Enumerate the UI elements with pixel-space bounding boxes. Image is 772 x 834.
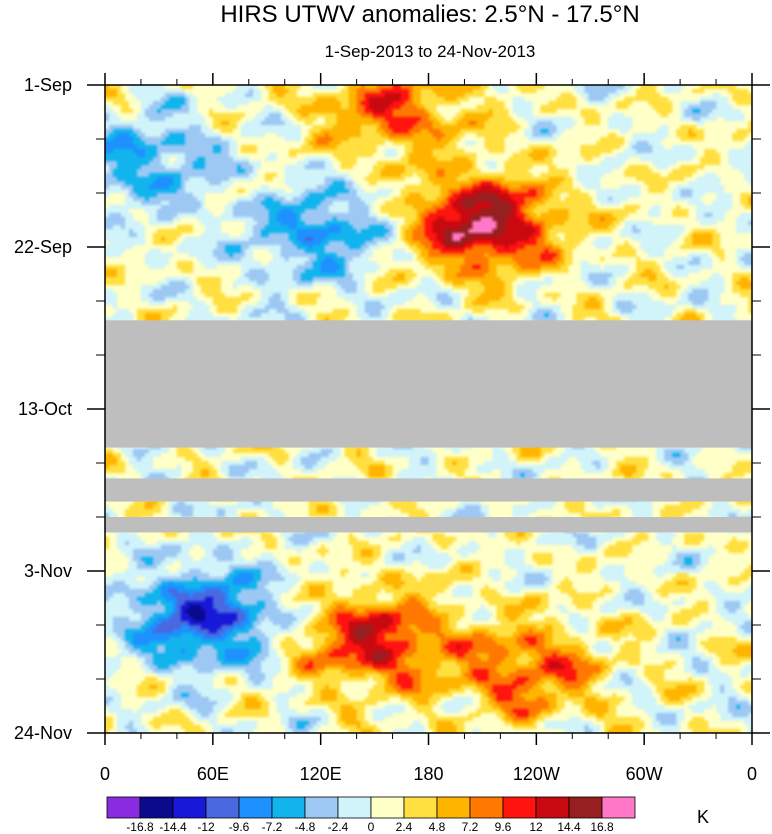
colorbar-label: -14.4 — [159, 820, 187, 834]
colorbar-label: 0 — [368, 820, 375, 834]
colorbar-label: 14.4 — [557, 820, 581, 834]
colorbar-swatch — [370, 796, 405, 819]
colorbar-label: -4.8 — [295, 820, 316, 834]
colorbar-swatch — [535, 796, 570, 819]
missing-data-band — [105, 478, 752, 502]
x-tick-label: 60E — [197, 764, 229, 784]
colorbar-swatch — [139, 796, 174, 819]
x-tick-label: 60W — [626, 764, 663, 784]
plot-area — [104, 84, 753, 734]
colorbar-label: -7.2 — [262, 820, 283, 834]
colorbar-swatch — [271, 796, 306, 819]
colorbar-swatch — [601, 796, 636, 819]
missing-data-band — [105, 320, 752, 448]
missing-data-layer — [105, 320, 752, 533]
colorbar-unit: K — [697, 807, 709, 827]
colorbar-swatch — [304, 796, 339, 819]
colorbar: -16.8 -14.4 -12 -9.6 -7.2 -4.8 -2.4 0 2.4 4.8 7.2 9… — [106, 796, 636, 834]
y-tick-label: 24-Nov — [14, 723, 72, 743]
colorbar-swatch — [106, 796, 141, 819]
y-tick-label: 3-Nov — [24, 561, 72, 581]
colorbar-swatch — [172, 796, 207, 819]
chart-title: HIRS UTWV anomalies: 2.5°N - 17.5°N — [220, 1, 639, 28]
colorbar-swatch — [502, 796, 537, 819]
colorbar-swatch — [436, 796, 471, 819]
y-axis: 1-Sep 22-Sep 13-Oct 3-Nov 24-Nov — [14, 75, 770, 743]
colorbar-label: 4.8 — [429, 820, 446, 834]
colorbar-swatch — [205, 796, 240, 819]
colorbar-swatch — [403, 796, 438, 819]
colorbar-label: 16.8 — [590, 820, 614, 834]
x-tick-label: 0 — [100, 764, 110, 784]
colorbar-swatch — [469, 796, 504, 819]
colorbar-swatch — [337, 796, 372, 819]
colorbar-label: 12 — [529, 820, 543, 834]
x-tick-label: 120E — [300, 764, 342, 784]
colorbar-label: -9.6 — [229, 820, 250, 834]
missing-data-band — [105, 517, 752, 533]
colorbar-swatch — [568, 796, 603, 819]
chart-subtitle: 1-Sep-2013 to 24-Nov-2013 — [325, 42, 536, 61]
colorbar-label: 7.2 — [462, 820, 479, 834]
colorbar-label: -2.4 — [328, 820, 349, 834]
colorbar-swatch — [238, 796, 273, 819]
y-tick-label: 1-Sep — [24, 75, 72, 95]
x-tick-label: 0 — [747, 764, 757, 784]
colorbar-label: -12 — [197, 820, 215, 834]
x-axis: 0 60E 120E 180 120W 60W 0 — [100, 73, 757, 784]
colorbar-label: 9.6 — [495, 820, 512, 834]
y-tick-label: 22-Sep — [14, 237, 72, 257]
colorbar-label: 2.4 — [396, 820, 413, 834]
x-tick-label: 120W — [513, 764, 560, 784]
colorbar-label: -16.8 — [126, 820, 154, 834]
y-tick-label: 13-Oct — [18, 399, 72, 419]
x-tick-label: 180 — [413, 764, 443, 784]
